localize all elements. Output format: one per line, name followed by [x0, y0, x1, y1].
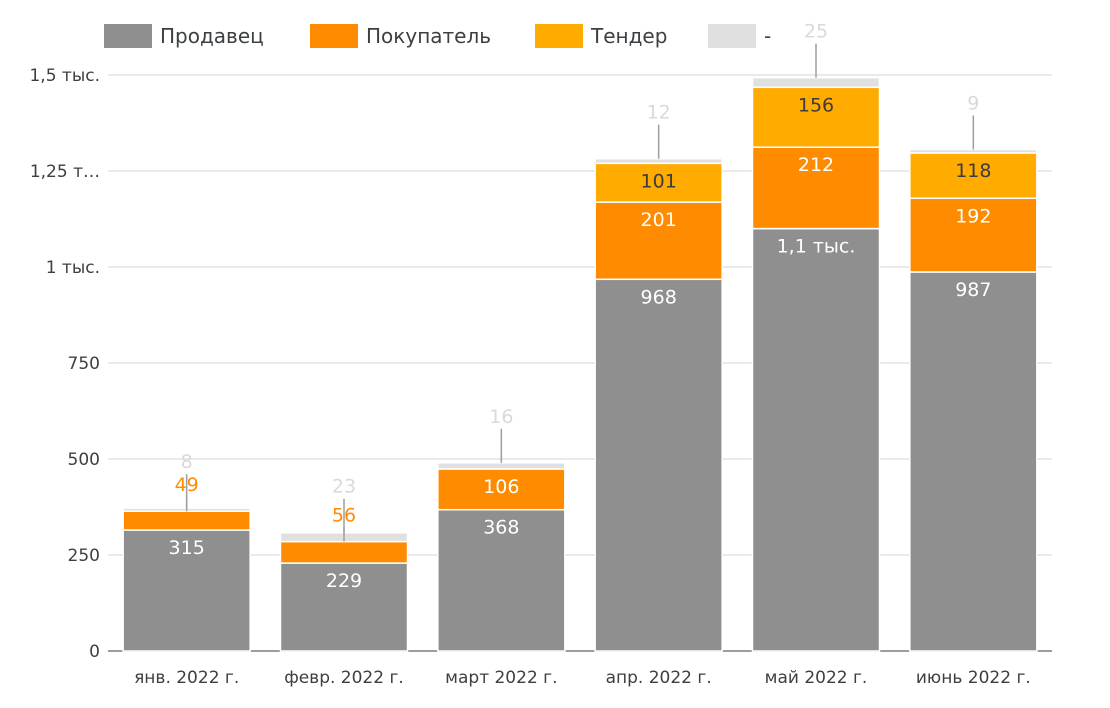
data-label-покупатель: 106 [483, 476, 519, 498]
bar-segment-продавец [909, 271, 1038, 652]
x-tick-label: февр. 2022 г. [284, 668, 404, 688]
data-label-продавец: 1,1 тыс. [777, 236, 856, 258]
data-label-blank: 25 [804, 21, 828, 43]
bar-segment-тендер [909, 152, 1038, 200]
x-tick-label: май 2022 г. [765, 668, 868, 688]
bars [122, 76, 1038, 652]
data-label-тендер: 101 [641, 170, 677, 192]
data-label-продавец: 229 [326, 570, 362, 592]
data-label-тендер: 156 [798, 94, 834, 116]
x-tick-label: апр. 2022 г. [606, 668, 712, 688]
data-label-тендер: 118 [955, 160, 991, 182]
bar-segment-покупатель [122, 510, 251, 531]
data-label-blank: 23 [332, 476, 356, 498]
x-tick-label: март 2022 г. [445, 668, 557, 688]
x-tick-label: янв. 2022 г. [134, 668, 239, 688]
bar-segment-продавец [122, 529, 251, 652]
data-label-blank: 16 [489, 406, 513, 428]
legend-swatch-1 [310, 24, 358, 48]
data-label-покупатель: 212 [798, 154, 834, 176]
data-label-покупатель: 201 [641, 209, 677, 231]
bar-segment-покупатель [751, 146, 881, 230]
x-tick-label: июнь 2022 г. [916, 668, 1031, 688]
data-label-продавец: 315 [169, 537, 205, 559]
bar-segment-тендер [594, 162, 723, 203]
y-tick-label: 0 [89, 642, 100, 662]
legend-swatch-0 [104, 24, 152, 48]
bar-segment-blank [594, 157, 723, 165]
data-label-blank: 9 [967, 92, 979, 114]
data-label-продавец: 368 [483, 517, 519, 539]
bar-segment-продавец [751, 227, 881, 652]
bar-segment-blank [437, 462, 566, 470]
data-label-blank: 12 [647, 102, 671, 124]
data-label-blank: 8 [181, 451, 193, 473]
bar-segment-тендер [751, 86, 881, 148]
legend-label-3: - [764, 24, 771, 48]
data-label-продавец: 987 [955, 279, 991, 301]
data-label-покупатель: 192 [955, 205, 991, 227]
bar-segment-покупатель [279, 540, 409, 564]
y-axis: 0 250 500 750 1 тыс. 1,25 т… 1,5 тыс. [29, 66, 100, 662]
bar-segment-покупатель [437, 468, 566, 511]
y-tick-label: 750 [68, 354, 100, 374]
legend-label-1: Покупатель [366, 24, 491, 48]
bar-segment-blank [751, 76, 881, 89]
bar-segment-покупатель [594, 201, 723, 281]
legend-label-2: Тендер [590, 24, 667, 48]
data-label-продавец: 968 [641, 286, 677, 308]
legend-label-0: Продавец [160, 24, 264, 48]
legend: Продавец Покупатель Тендер - [104, 24, 771, 48]
y-tick-label: 250 [68, 546, 100, 566]
bar-segment-продавец [279, 562, 409, 652]
gridlines [108, 74, 1052, 652]
bar-segment-blank [909, 148, 1038, 154]
y-tick-label: 500 [68, 450, 100, 470]
y-tick-label: 1 тыс. [46, 258, 100, 278]
y-tick-label: 1,5 тыс. [29, 66, 100, 86]
y-tick-label: 1,25 т… [30, 162, 100, 182]
bar-segment-продавец [594, 278, 723, 652]
legend-swatch-3 [708, 24, 756, 48]
bar-segment-покупатель [909, 197, 1038, 273]
legend-swatch-2 [535, 24, 583, 48]
x-axis: янв. 2022 г. февр. 2022 г. март 2022 г. апр… [134, 668, 1031, 688]
